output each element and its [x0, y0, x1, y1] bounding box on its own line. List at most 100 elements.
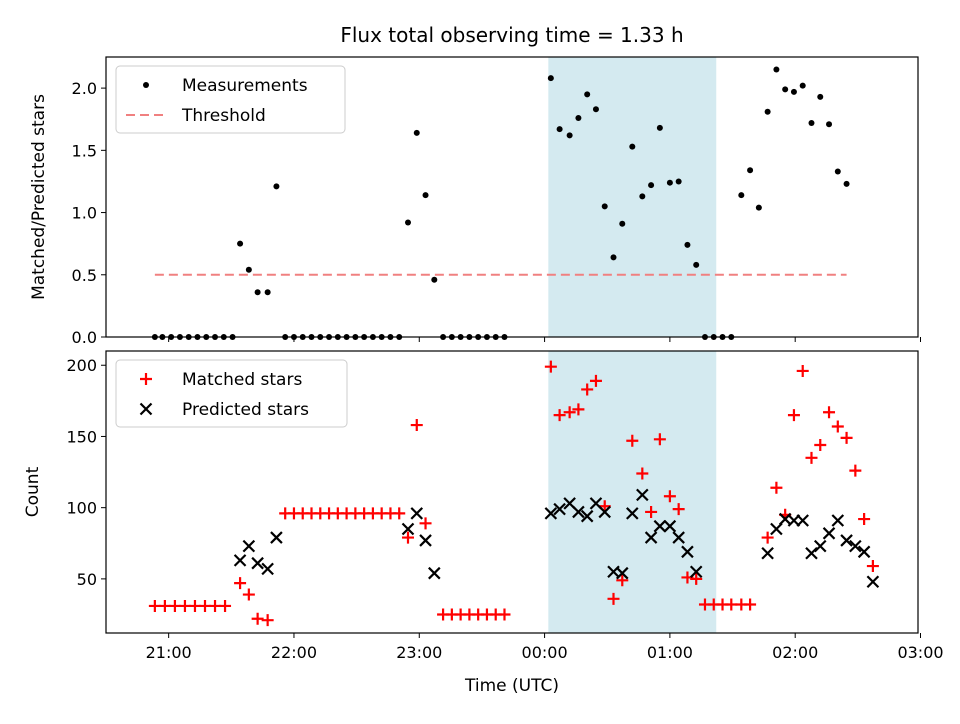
- count-panel: 50 100 150 200 21:00 22:00 23:00 00:00 01:00 02:…: [23, 350, 944, 696]
- legend-label: Matched stars: [182, 370, 302, 390]
- x-tick-label: 23:00: [396, 643, 442, 662]
- measurement-point: [566, 132, 573, 139]
- matched-star-point: [690, 572, 703, 585]
- x-tick-label: 03:00: [897, 643, 943, 662]
- measurement-point: [273, 183, 280, 190]
- predicted-star-point: [866, 575, 880, 589]
- measurement-point: [237, 240, 244, 247]
- y-tick-label: 1.0: [72, 204, 97, 223]
- measurement-point: [639, 193, 646, 200]
- predicted-star-point: [849, 539, 862, 553]
- matched-star-point: [645, 505, 658, 518]
- measurement-point: [601, 203, 608, 210]
- legend-matched-swatch: [140, 373, 152, 385]
- predicted-star-point: [580, 509, 594, 523]
- matched-star-point: [858, 513, 871, 526]
- y-axis-ticks-bottom: 50 100 150 200: [66, 356, 106, 589]
- matched-star-point: [251, 612, 264, 625]
- matched-star-point: [607, 592, 620, 605]
- legend-label: Threshold: [181, 106, 266, 126]
- matched-star-point: [572, 403, 585, 416]
- predicted-star-point: [261, 562, 274, 576]
- matched-star-point: [419, 517, 432, 530]
- predicted-star-point: [770, 522, 783, 536]
- matched-star-point: [823, 406, 836, 419]
- measurement-point: [556, 126, 563, 133]
- predicted-star-point: [598, 505, 612, 519]
- matched-star-point: [393, 507, 406, 520]
- matched-star-point: [598, 500, 611, 513]
- measurement-point: [747, 167, 754, 174]
- predicted-star-point: [615, 566, 629, 580]
- legend-ratio: Measurements Threshold: [115, 65, 346, 134]
- measurement-point: [843, 180, 850, 187]
- matched-star-point: [725, 598, 738, 611]
- chart-title: Flux total observing time = 1.33 h: [340, 23, 683, 47]
- measurement-point: [264, 289, 271, 296]
- matched-star-point: [401, 531, 414, 544]
- measurement-point: [547, 75, 554, 82]
- measurement-point: [592, 106, 599, 113]
- predicted-star-point: [805, 546, 818, 560]
- predicted-star-point: [653, 519, 667, 533]
- measurement-point: [245, 266, 252, 273]
- legend-measurement-swatch: [143, 82, 149, 88]
- y-tick-label: 0.5: [72, 266, 97, 285]
- measurement-point: [404, 219, 411, 226]
- measurement-point: [575, 114, 582, 121]
- legend-count: Matched stars Predicted stars: [115, 359, 348, 428]
- predicted-star-point: [822, 527, 836, 540]
- x-tick-label: 02:00: [772, 643, 818, 662]
- matched-star-point: [672, 503, 685, 516]
- matched-star-point: [188, 599, 201, 612]
- predicted-star-point: [796, 514, 809, 527]
- measurement-point: [684, 241, 691, 248]
- matched-star-point: [589, 374, 602, 387]
- matched-star-point: [840, 431, 853, 444]
- matched-star-point: [168, 599, 181, 612]
- predicted-star-point: [242, 539, 256, 553]
- x-axis-ticks-bottom: 21:00 22:00 23:00 00:00 01:00 02:00 03:00: [146, 633, 944, 662]
- predicted-star-point: [251, 556, 264, 570]
- measurement-point: [764, 108, 771, 115]
- matched-star-point: [581, 383, 594, 396]
- measurement-point: [834, 168, 841, 175]
- predicted-star-point: [553, 502, 566, 516]
- predicted-star-point: [813, 539, 827, 553]
- matched-star-point: [626, 434, 639, 447]
- measurement-point: [648, 182, 655, 189]
- legend-label: Measurements: [182, 76, 308, 96]
- matched-star-point: [744, 598, 757, 611]
- matched-star-point: [787, 409, 800, 422]
- predicted-star-point: [410, 507, 424, 520]
- y-axis-label-count: Count: [23, 466, 43, 517]
- y-tick-label: 100: [66, 499, 97, 518]
- predicted-star-point: [672, 531, 685, 544]
- y-tick-label: 2.0: [72, 79, 97, 98]
- matched-star-point: [219, 599, 232, 612]
- matched-star-point: [148, 599, 161, 612]
- matched-star-point: [653, 433, 666, 446]
- measurement-point: [773, 66, 780, 73]
- measurement-point: [413, 129, 420, 136]
- matched-star-point: [234, 577, 247, 590]
- matched-star-point: [770, 481, 783, 494]
- predicted-star-point: [419, 534, 432, 547]
- matched-star-point: [209, 599, 222, 612]
- predicted-star-point: [233, 554, 247, 567]
- matched-star-point: [410, 419, 423, 432]
- predicted-star-point: [761, 546, 774, 560]
- x-tick-label: 22:00: [271, 643, 317, 662]
- observing-window-shade-bottom: [548, 351, 717, 633]
- x-tick-label: 00:00: [522, 643, 568, 662]
- matched-star-point: [544, 360, 557, 373]
- matched-star-point: [158, 599, 171, 612]
- measurement-point: [826, 121, 833, 128]
- measurement-point: [584, 91, 591, 98]
- predicted-star-point: [270, 531, 283, 544]
- predicted-star-point: [428, 566, 441, 580]
- y-axis-ticks-top: 0.0 0.5 1.0 1.5 2.0: [72, 79, 106, 347]
- measurement-point: [799, 82, 806, 89]
- legend-label: Predicted stars: [182, 400, 309, 420]
